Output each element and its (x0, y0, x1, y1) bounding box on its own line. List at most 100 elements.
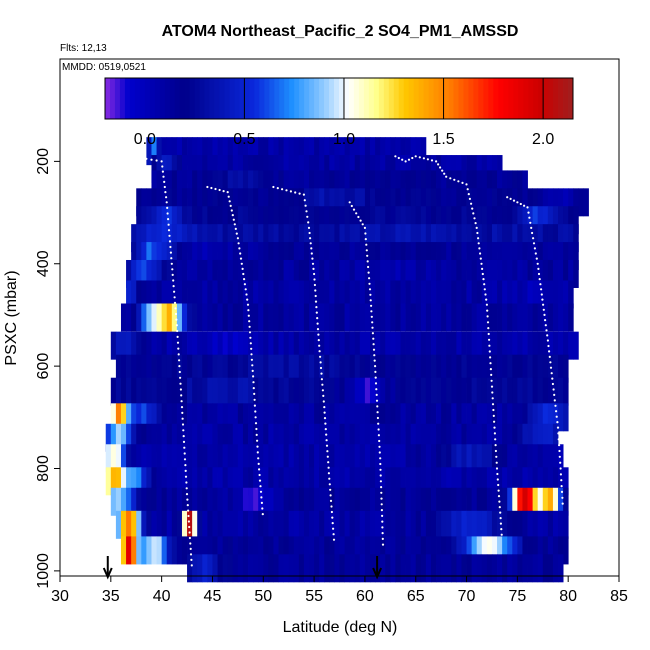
colorbar-swatch (448, 78, 454, 119)
colorbar-swatch (254, 78, 260, 119)
heatmap-cell (136, 331, 142, 360)
heatmap-cell (451, 467, 457, 496)
heatmap-cell (507, 331, 513, 360)
track-point (488, 350, 491, 353)
track-point (313, 283, 316, 287)
track-point (259, 490, 263, 493)
heatmap-cell (481, 423, 488, 452)
heatmap-cell (222, 303, 229, 332)
heatmap-cell (273, 354, 279, 383)
track-point (471, 207, 474, 210)
heatmap-cell (110, 467, 117, 496)
heatmap-cell (380, 354, 386, 383)
heatmap-cell (456, 377, 462, 406)
heatmap-cell (436, 487, 442, 516)
heatmap-cell (273, 170, 279, 199)
heatmap-cell (242, 303, 249, 332)
heatmap-cell (151, 403, 157, 432)
track-point (394, 155, 397, 158)
heatmap-cell (319, 206, 325, 235)
colorbar-swatch (109, 78, 116, 119)
heatmap-cell (380, 188, 386, 217)
heatmap-cell (146, 242, 152, 271)
heatmap-cell (329, 224, 335, 253)
heatmap-cell (568, 303, 574, 332)
heatmap-cell (222, 554, 229, 583)
heatmap-cell (517, 206, 523, 235)
heatmap-cell (446, 242, 452, 271)
heatmap-cell (532, 224, 539, 253)
colorbar-swatch (418, 78, 425, 119)
heatmap-cell (430, 155, 437, 184)
heatmap-cell (512, 303, 518, 332)
heatmap-cell (552, 510, 559, 539)
heatmap-cell (390, 554, 396, 583)
heatmap-cell (385, 467, 391, 496)
heatmap-cell (110, 331, 117, 360)
heatmap-cell (349, 444, 356, 473)
heatmap-cell (339, 377, 345, 406)
heatmap-cell (441, 467, 447, 496)
heatmap-cell (242, 206, 249, 235)
heatmap-cell (181, 242, 188, 271)
heatmap-cell (258, 377, 264, 406)
heatmap-cell (212, 467, 218, 496)
heatmap-cell (395, 259, 401, 288)
track-point (449, 177, 452, 180)
heatmap-cell (476, 206, 483, 235)
track-point (164, 191, 167, 194)
heatmap-cell (156, 224, 163, 253)
heatmap-cell (410, 444, 417, 473)
heatmap-cell (507, 303, 513, 332)
heatmap-cell (344, 377, 351, 406)
heatmap-cell (359, 137, 366, 166)
heatmap-cell (512, 224, 518, 253)
track-point (162, 175, 165, 178)
heatmap-cell (324, 155, 330, 184)
heatmap-cell (446, 554, 452, 583)
track-point (366, 254, 369, 257)
heatmap-cell (161, 303, 168, 332)
heatmap-cell (293, 155, 300, 184)
heatmap-cell (309, 188, 315, 217)
heatmap-cell (430, 423, 437, 452)
heatmap-cell (339, 423, 345, 452)
heatmap-cell (420, 536, 427, 565)
track-point (218, 188, 221, 192)
heatmap-cell (126, 444, 132, 473)
heatmap-cell (466, 242, 473, 271)
heatmap-cell (436, 377, 442, 406)
heatmap-cell (415, 155, 422, 184)
heatmap-cell (141, 224, 147, 253)
heatmap-cell (329, 554, 335, 583)
colorbar-swatch (498, 78, 504, 119)
heatmap-cell (522, 303, 528, 332)
heatmap-cell (319, 554, 325, 583)
heatmap-cell (461, 487, 467, 516)
track-point (555, 410, 558, 413)
heatmap-cell (232, 423, 239, 452)
track-point (532, 237, 535, 240)
x-tick-label: 35 (102, 588, 120, 605)
heatmap-cell (527, 331, 534, 360)
heatmap-cell (420, 188, 427, 217)
heatmap-cell (400, 155, 406, 184)
heatmap-cell (410, 487, 417, 516)
track-point (304, 204, 307, 207)
heatmap-cell (222, 259, 229, 288)
heatmap-cell (334, 536, 340, 565)
heatmap-cell (298, 170, 305, 199)
heatmap-cell (268, 354, 274, 383)
colorbar-swatch (428, 78, 434, 119)
heatmap-cell (461, 280, 467, 309)
heatmap-cell (451, 188, 457, 217)
colorbar-swatch (149, 78, 156, 119)
heatmap-cell (248, 188, 254, 217)
track-point (381, 514, 384, 518)
track-point (526, 206, 529, 209)
heatmap-cell (263, 259, 269, 288)
heatmap-cell (329, 403, 335, 432)
colorbar-swatch (134, 78, 141, 119)
heatmap-cell (120, 331, 127, 360)
heatmap-cell (319, 280, 325, 309)
